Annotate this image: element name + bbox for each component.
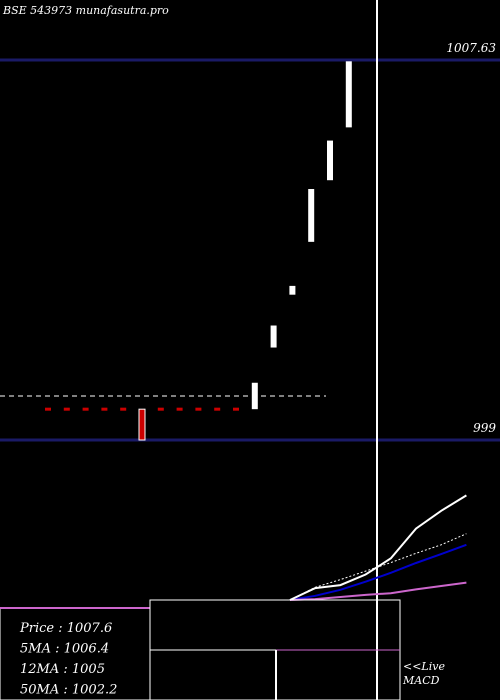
stat-5ma: 5MA : 1006.4 [20, 642, 109, 657]
price-level-label-1: 999 [473, 421, 496, 435]
price-level-label-0: 1007.63 [446, 41, 496, 55]
candle-9 [214, 407, 221, 411]
candle-12 [270, 325, 277, 348]
ticker-title: BSE 543973 munafasutra.pro [2, 4, 169, 17]
stat-50ma: 50MA : 1002.2 [20, 683, 117, 698]
macd-white-line [289, 494, 467, 601]
candle-11 [251, 382, 258, 410]
candle-3 [101, 407, 108, 411]
candle-10 [233, 407, 239, 411]
stats-panel: Price : 1007.6 5MA : 1006.4 12MA : 1005 50M… [19, 621, 117, 698]
candle-0 [45, 407, 51, 411]
candle-13 [289, 285, 296, 295]
stat-12ma: 12MA : 1005 [20, 662, 105, 677]
candle-4 [120, 407, 127, 411]
macd-blue-line [289, 543, 467, 601]
candle-8 [195, 407, 202, 411]
candle-1 [63, 407, 70, 411]
candle-16 [345, 61, 352, 128]
candle-7 [176, 407, 183, 411]
candle-14 [308, 189, 315, 242]
candle-5 [138, 408, 146, 441]
stat-price: Price : 1007.6 [19, 621, 112, 636]
candle-6 [157, 407, 164, 411]
candles-group [45, 61, 352, 441]
candle-2 [82, 407, 89, 411]
macd-dotted-line [289, 533, 467, 601]
macd-magenta-line [289, 581, 467, 601]
macd-live-label: <<Live [403, 660, 445, 673]
macd-lines [289, 494, 467, 601]
price-levels: 1007.63 999 [0, 41, 500, 442]
macd-label: MACD [402, 674, 440, 687]
candle-15 [327, 140, 333, 181]
